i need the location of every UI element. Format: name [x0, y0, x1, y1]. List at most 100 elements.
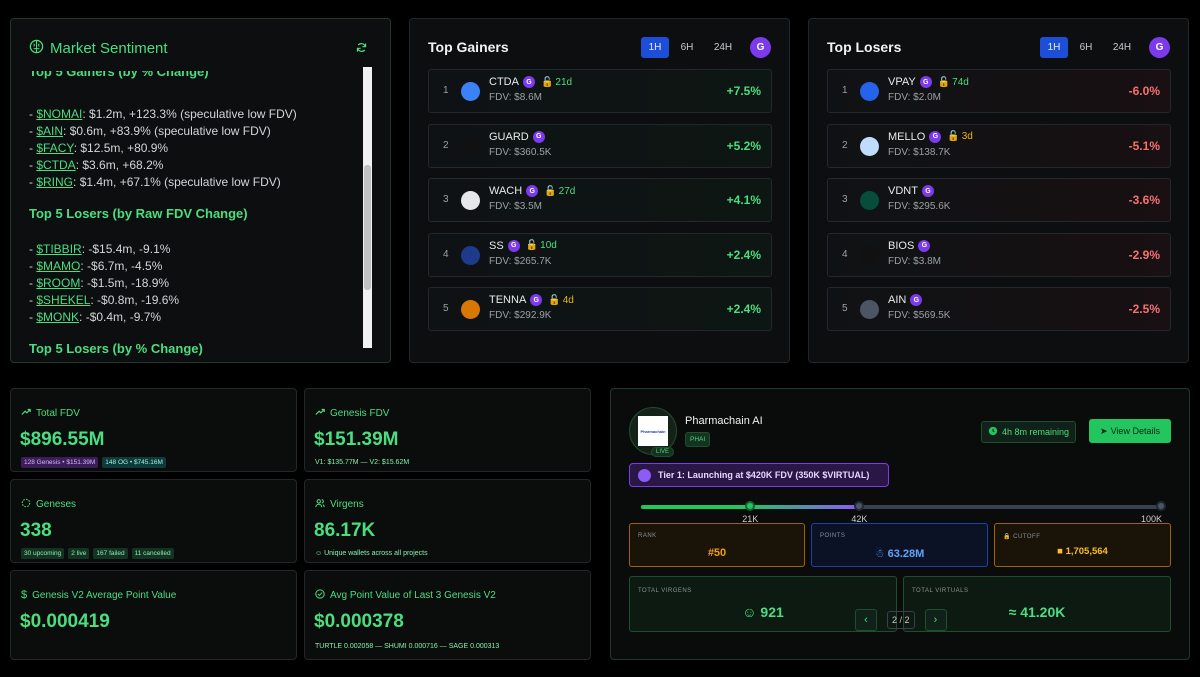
virgens-value: 86.17K [314, 520, 376, 541]
view-details-button[interactable]: ➤ View Details [1089, 419, 1171, 443]
token-change: +7.5% [726, 84, 761, 98]
lock-icon: 🔓 4d [548, 294, 574, 306]
trend-up-icon [315, 407, 325, 420]
gainers-timeframe-tabs: 1H 6H 24H [641, 37, 741, 58]
token-symbol: BIOS G [888, 239, 931, 252]
token-row[interactable]: 1 CTDA G 🔓 21d FDV: $8.6M +7.5% [428, 69, 772, 113]
genesis-badge: G [526, 185, 539, 197]
token-link[interactable]: $CTDA [36, 158, 76, 172]
losers-raw-heading: Top 5 Losers (by Raw FDV Change) [29, 206, 248, 221]
upcoming-chip: 30 upcoming [21, 548, 65, 559]
tab-1h[interactable]: 1H [641, 37, 669, 58]
token-change: +2.4% [726, 247, 761, 262]
genesis-filter-badge[interactable]: G [750, 37, 771, 58]
genesis-badge: G [921, 185, 934, 197]
points-icon: ☃ [874, 548, 888, 560]
milestone-label: 100K [1141, 514, 1163, 524]
sentiment-line: - $NOMAI: $1.2m, +123.3% (speculative lo… [29, 107, 297, 121]
total-virtuals-value: ≈ 41.20K [1008, 604, 1066, 620]
brain-icon [29, 39, 44, 58]
token-row[interactable]: 5 AIN G FDV: $569.5K -2.5% [827, 287, 1171, 331]
token-row[interactable]: 3 WACH G 🔓 27d FDV: $3.5M +4.1% [428, 178, 772, 222]
page-indicator: 2 / 2 [887, 611, 915, 629]
virtual-token-icon [638, 469, 651, 482]
token-link[interactable]: $MAMO [36, 259, 81, 273]
token-symbol: AIN G [888, 294, 923, 306]
token-link[interactable]: $TIBBIR [36, 242, 82, 256]
token-row[interactable]: 3 VDNT G FDV: $295.6K -3.6% [827, 178, 1171, 222]
rank-number: 4 [842, 248, 848, 260]
top-gainers-panel: Top Gainers 1H 6H 24H G 1 CTDA G 🔓 21d FDV: $… [409, 18, 790, 363]
tab-1h[interactable]: 1H [1040, 37, 1068, 58]
tab-24h[interactable]: 24H [1112, 42, 1132, 53]
users-icon: ☺ [742, 604, 761, 620]
scrollbar[interactable] [363, 67, 372, 348]
genesis-badge: G [522, 76, 535, 88]
sentiment-line: - $CTDA: $3.6m, +68.2% [29, 158, 164, 172]
token-row[interactable]: 2 MELLO G 🔓 3d FDV: $138.7K -5.1% [827, 123, 1171, 168]
token-link[interactable]: $AIN [36, 124, 64, 138]
next-page-button[interactable]: › [924, 609, 947, 631]
sentiment-scroll-area[interactable]: Top 5 Gainers (by % Change) - $NOMAI: $1… [29, 71, 359, 356]
rank-value: #50 [707, 547, 727, 559]
coin-icon: ■ [1057, 546, 1066, 557]
sentiment-line: - $RING: $1.4m, +67.1% (speculative low … [29, 175, 281, 189]
token-link[interactable]: $ROOM [36, 276, 81, 290]
rank-number: 1 [443, 85, 449, 96]
market-sentiment-panel: Market Sentiment Top 5 Gainers (by % Cha… [10, 18, 391, 363]
genesis-filter-badge[interactable]: G [1149, 37, 1170, 58]
token-link[interactable]: $FACY [36, 141, 74, 155]
token-row[interactable]: 5 TENNA G 🔓 4d FDV: $292.9K +2.4% [428, 287, 772, 331]
lock-icon: 🔓 21d [540, 76, 573, 88]
tab-6h[interactable]: 6H [680, 42, 694, 53]
refresh-icon[interactable] [355, 41, 368, 58]
token-row[interactable]: 4 SS G 🔓 10d FDV: $265.7K +2.4% [428, 232, 772, 277]
token-row[interactable]: 1 VPAY G 🔓 74d FDV: $2.0M -6.0% [827, 69, 1171, 113]
rank-number: 3 [842, 194, 848, 205]
loader-icon [21, 498, 31, 511]
rank-number: 5 [443, 303, 449, 314]
token-fdv: FDV: $2.0M [888, 92, 941, 103]
avg-point-label: $ Genesis V2 Average Point Value [21, 589, 177, 601]
token-change: -6.0% [1128, 84, 1160, 98]
cutoff-value: ■ 1,705,564 [1057, 546, 1108, 557]
token-link[interactable]: $NOMAI [36, 107, 83, 121]
token-avatar [860, 82, 879, 101]
token-symbol: WACH G 🔓 27d [489, 185, 576, 197]
tab-24h[interactable]: 24H [713, 42, 733, 53]
token-link[interactable]: $RING [36, 175, 74, 189]
tab-6h[interactable]: 6H [1079, 42, 1093, 53]
prev-page-button[interactable]: ‹ [855, 609, 877, 631]
rank-number: 2 [842, 139, 848, 151]
genesis-chip: 128 Genesis • $151.39M [21, 457, 99, 468]
project-panel: Pharmachain LIVE Pharmachain AI PHAI 4h … [610, 388, 1190, 660]
users-icon [315, 498, 325, 511]
token-fdv: FDV: $138.7K [888, 146, 951, 158]
genesis-badge: G [530, 294, 543, 306]
avg-last3-card: Avg Point Value of Last 3 Genesis V2 $0.… [304, 570, 591, 660]
genesis-badge: G [918, 239, 931, 252]
token-fdv: FDV: $8.6M [489, 92, 542, 103]
avg-point-value: $0.000419 [20, 611, 110, 632]
milestone-marker [854, 501, 865, 511]
project-logo-image: Pharmachain [638, 416, 668, 446]
scrollbar-thumb[interactable] [364, 165, 371, 290]
genesis-badge: G [532, 130, 545, 143]
rocket-icon: ➤ [1100, 425, 1108, 436]
project-name: Pharmachain AI [685, 415, 763, 427]
sentiment-line: - $MAMO: -$6.7m, -4.5% [29, 259, 163, 273]
token-link[interactable]: $MONK [36, 310, 80, 324]
token-symbol: SS G 🔓 10d [489, 239, 557, 252]
virgens-label: Virgens [315, 498, 364, 511]
token-change: +4.1% [726, 193, 761, 207]
genesis-badge: G [919, 76, 932, 88]
token-row[interactable]: 4 BIOS G FDV: $3.8M -2.9% [827, 232, 1171, 277]
token-change: -3.6% [1128, 193, 1160, 207]
token-avatar [461, 191, 480, 210]
avg-point-card: $ Genesis V2 Average Point Value $0.0004… [10, 570, 297, 660]
lock-icon: 🔒 CUTOFF [1003, 534, 1041, 540]
avg-last3-label: Avg Point Value of Last 3 Genesis V2 [315, 589, 496, 602]
rank-number: 5 [842, 303, 848, 314]
token-link[interactable]: $SHEKEL [36, 293, 91, 307]
token-row[interactable]: 2 GUARD G FDV: $360.5K +5.2% [428, 123, 772, 168]
